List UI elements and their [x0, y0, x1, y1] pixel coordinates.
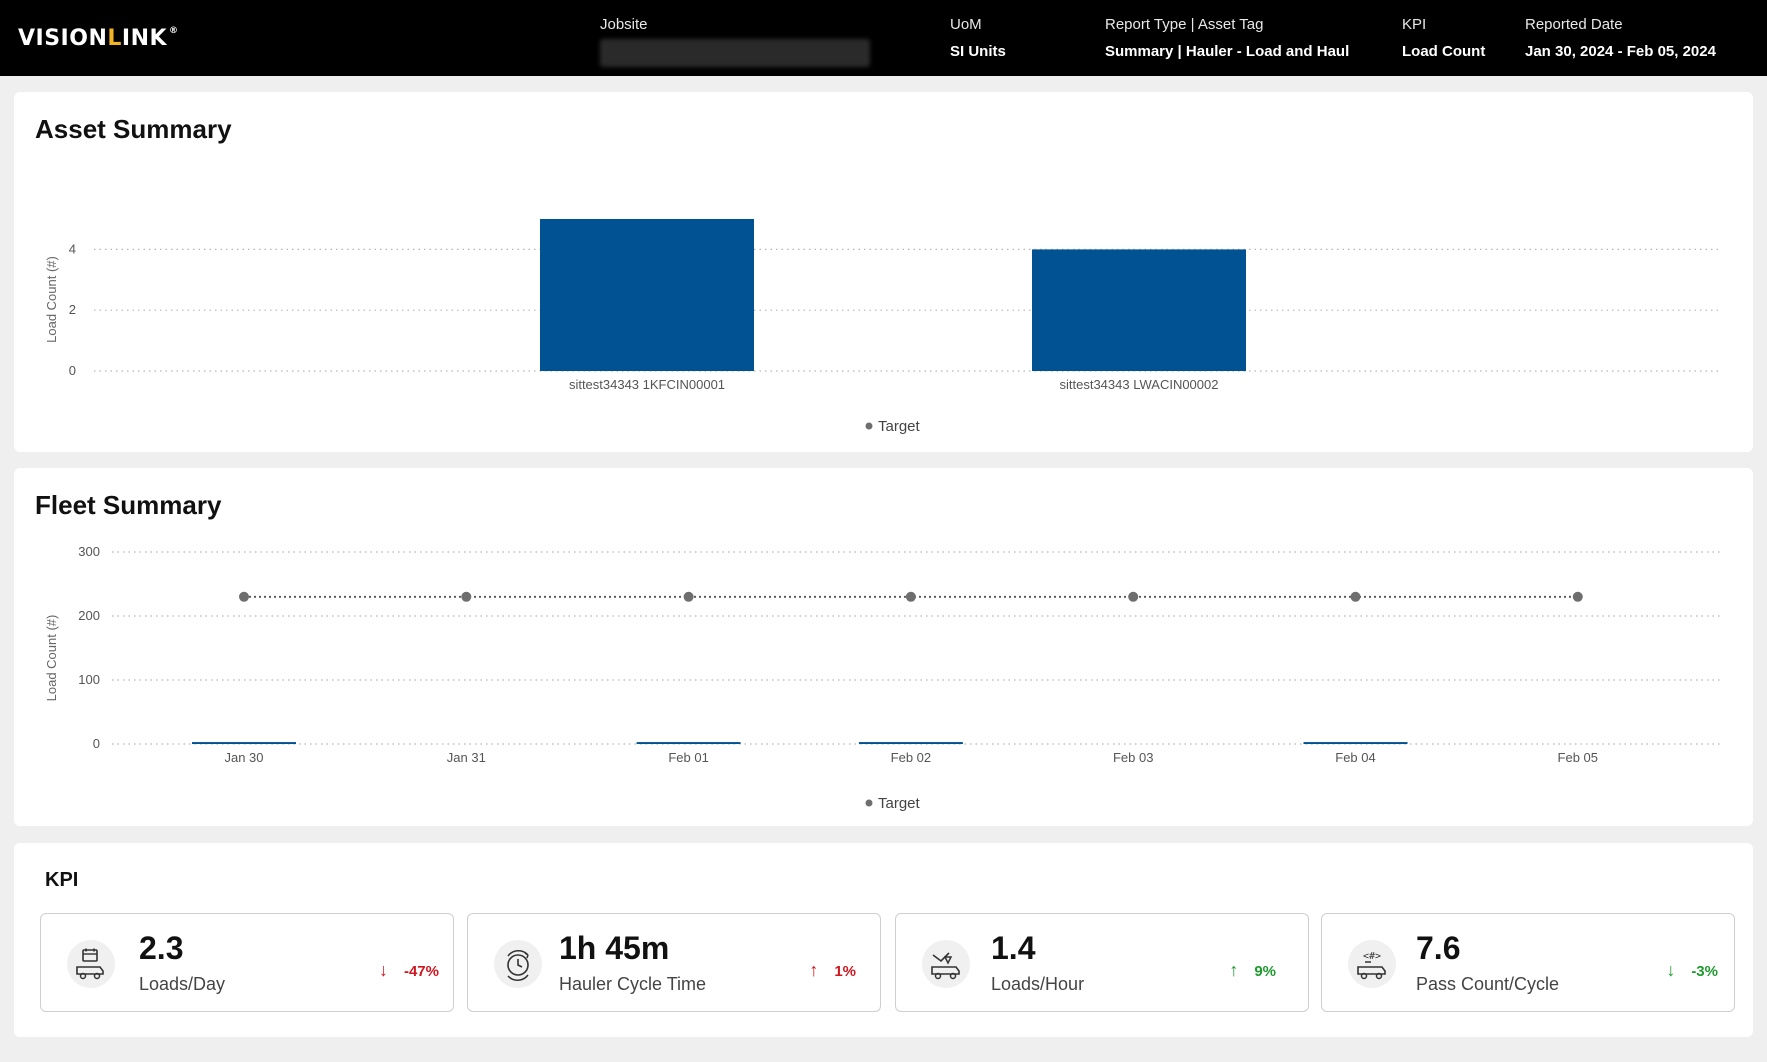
- bar: [1032, 249, 1246, 371]
- kpi-tile-hauler-cycle-time[interactable]: 1h 45m Hauler Cycle Time ↑ 1%: [467, 913, 881, 1012]
- kpi-filter-value: Load Count: [1402, 43, 1486, 60]
- jobsite-filter[interactable]: Jobsite: [600, 16, 870, 67]
- top-header-bar: VISIONLINK ® Jobsite UoM SI Units Report …: [0, 0, 1767, 76]
- kpi-change-hauler-cycle-time: ↑ 1%: [809, 960, 856, 980]
- target-point: [1572, 591, 1583, 602]
- uom-value: SI Units: [950, 43, 1006, 60]
- x-tick-label: Jan 30: [224, 750, 263, 765]
- x-tick-label: sittest34343 1KFCIN00001: [569, 377, 725, 392]
- kpi-change-pass-count-cycle: ↓ -3%: [1666, 960, 1718, 980]
- target-point: [1350, 591, 1361, 602]
- x-tick-label: Feb 01: [668, 750, 708, 765]
- pass-count-icon: <#>: [1348, 940, 1396, 988]
- kpi-label-loads-per-day: Loads/Day: [139, 974, 226, 994]
- uom-filter[interactable]: UoM SI Units: [950, 16, 1006, 60]
- reported-date-label: Reported Date: [1525, 16, 1623, 33]
- y-tick-label: 100: [78, 672, 100, 687]
- kpi-label-hauler-cycle-time: Hauler Cycle Time: [559, 974, 707, 994]
- arrow-down-icon: ↓: [378, 960, 388, 980]
- y-tick-label: 300: [78, 544, 100, 559]
- report-type-value: Summary | Hauler - Load and Haul: [1105, 43, 1350, 60]
- kpi-change-loads-per-day: ↓ -47%: [378, 960, 439, 980]
- kpi-label-pass-count-cycle: Pass Count/Cycle: [1416, 974, 1560, 994]
- y-tick-label: 2: [69, 302, 76, 317]
- excavator-load-icon: [922, 940, 970, 988]
- x-tick-label: Feb 03: [1113, 750, 1153, 765]
- kpi-tile-loads-per-hour[interactable]: 1.4 Loads/Hour ↑ 9%: [895, 913, 1309, 1012]
- arrow-up-icon: ↑: [809, 960, 819, 980]
- svg-text:<#>: <#>: [1363, 951, 1381, 962]
- target-point: [1128, 591, 1139, 602]
- kpi-value-loads-per-hour: 1.4: [991, 930, 1036, 966]
- bar: [636, 742, 741, 744]
- x-tick-label: Feb 04: [1335, 750, 1375, 765]
- kpi-value-hauler-cycle-time: 1h 45m: [559, 930, 670, 966]
- reported-date-filter[interactable]: Reported Date Jan 30, 2024 - Feb 05, 202…: [1525, 16, 1716, 60]
- y-axis-label: Load Count (#): [44, 615, 59, 702]
- x-tick-label: sittest34343 LWACIN00002: [1060, 377, 1219, 392]
- jobsite-label: Jobsite: [600, 16, 648, 33]
- y-tick-label: 0: [93, 736, 100, 751]
- fleet-summary-title: Fleet Summary: [35, 490, 222, 520]
- kpi-value-pass-count-cycle: 7.6: [1416, 930, 1461, 966]
- kpi-value-loads-per-day: 2.3: [139, 930, 184, 966]
- arrow-up-icon: ↑: [1229, 960, 1239, 980]
- legend-marker: [865, 422, 873, 430]
- legend-marker: [865, 799, 873, 807]
- x-tick-label: Jan 31: [447, 750, 486, 765]
- asset-summary-title: Asset Summary: [35, 114, 232, 144]
- kpi-label-loads-per-hour: Loads/Hour: [991, 974, 1085, 994]
- fleet-summary-card: Fleet Summary 0 100 200 300 Load Count (#) Ja…: [14, 468, 1753, 826]
- target-point: [905, 591, 916, 602]
- asset-summary-chart: 0 2 4 Load Count (#) sittest34343 1KFCIN0000…: [44, 219, 1722, 435]
- fleet-summary-chart: 0 100 200 300 Load Count (#) Jan 30 Jan 31 Feb …: [44, 544, 1722, 812]
- y-tick-label: 4: [69, 241, 76, 256]
- kpi-tile-loads-per-day[interactable]: 2.3 Loads/Day ↓ -47%: [40, 913, 454, 1012]
- kpi-change-loads-per-hour: ↑ 9%: [1229, 960, 1276, 980]
- kpi-tile-pass-count-cycle[interactable]: <#> 7.6 Pass Count/Cycle ↓ -3%: [1321, 913, 1735, 1012]
- bar: [192, 742, 296, 744]
- bar: [858, 742, 963, 744]
- reported-date-value: Jan 30, 2024 - Feb 05, 2024: [1525, 43, 1716, 60]
- target-point: [239, 591, 249, 602]
- asset-summary-card: Asset Summary 0 2 4 Load Count (#) sittest34…: [14, 92, 1753, 452]
- kpi-card: KPI 2.3 Loads/Day ↓ -47% 1h 45m Hauler Cy…: [14, 843, 1753, 1037]
- report-type-filter[interactable]: Report Type | Asset Tag Summary | Hauler…: [1105, 16, 1349, 60]
- kpi-filter[interactable]: KPI Load Count: [1402, 16, 1485, 60]
- report-type-label: Report Type | Asset Tag: [1105, 16, 1264, 33]
- target-point: [683, 591, 694, 602]
- arrow-down-icon: ↓: [1666, 960, 1676, 980]
- visionlink-logo[interactable]: VISIONLINK ®: [18, 26, 179, 51]
- cycle-clock-icon: [494, 940, 542, 988]
- target-point: [461, 591, 472, 602]
- y-tick-label: 0: [69, 363, 76, 378]
- x-tick-label: Feb 02: [891, 750, 931, 765]
- y-tick-label: 200: [78, 608, 100, 623]
- calendar-hauler-icon: [67, 940, 115, 988]
- bar: [540, 219, 754, 371]
- x-tick-label: Feb 05: [1558, 750, 1598, 765]
- kpi-section-title: KPI: [45, 869, 79, 891]
- uom-label: UoM: [950, 16, 982, 33]
- kpi-filter-label: KPI: [1402, 16, 1427, 33]
- legend-label: Target: [878, 795, 921, 812]
- bar: [1303, 742, 1408, 744]
- legend-label: Target: [878, 418, 921, 435]
- jobsite-value-redacted: [600, 39, 870, 67]
- y-axis-label: Load Count (#): [44, 256, 59, 343]
